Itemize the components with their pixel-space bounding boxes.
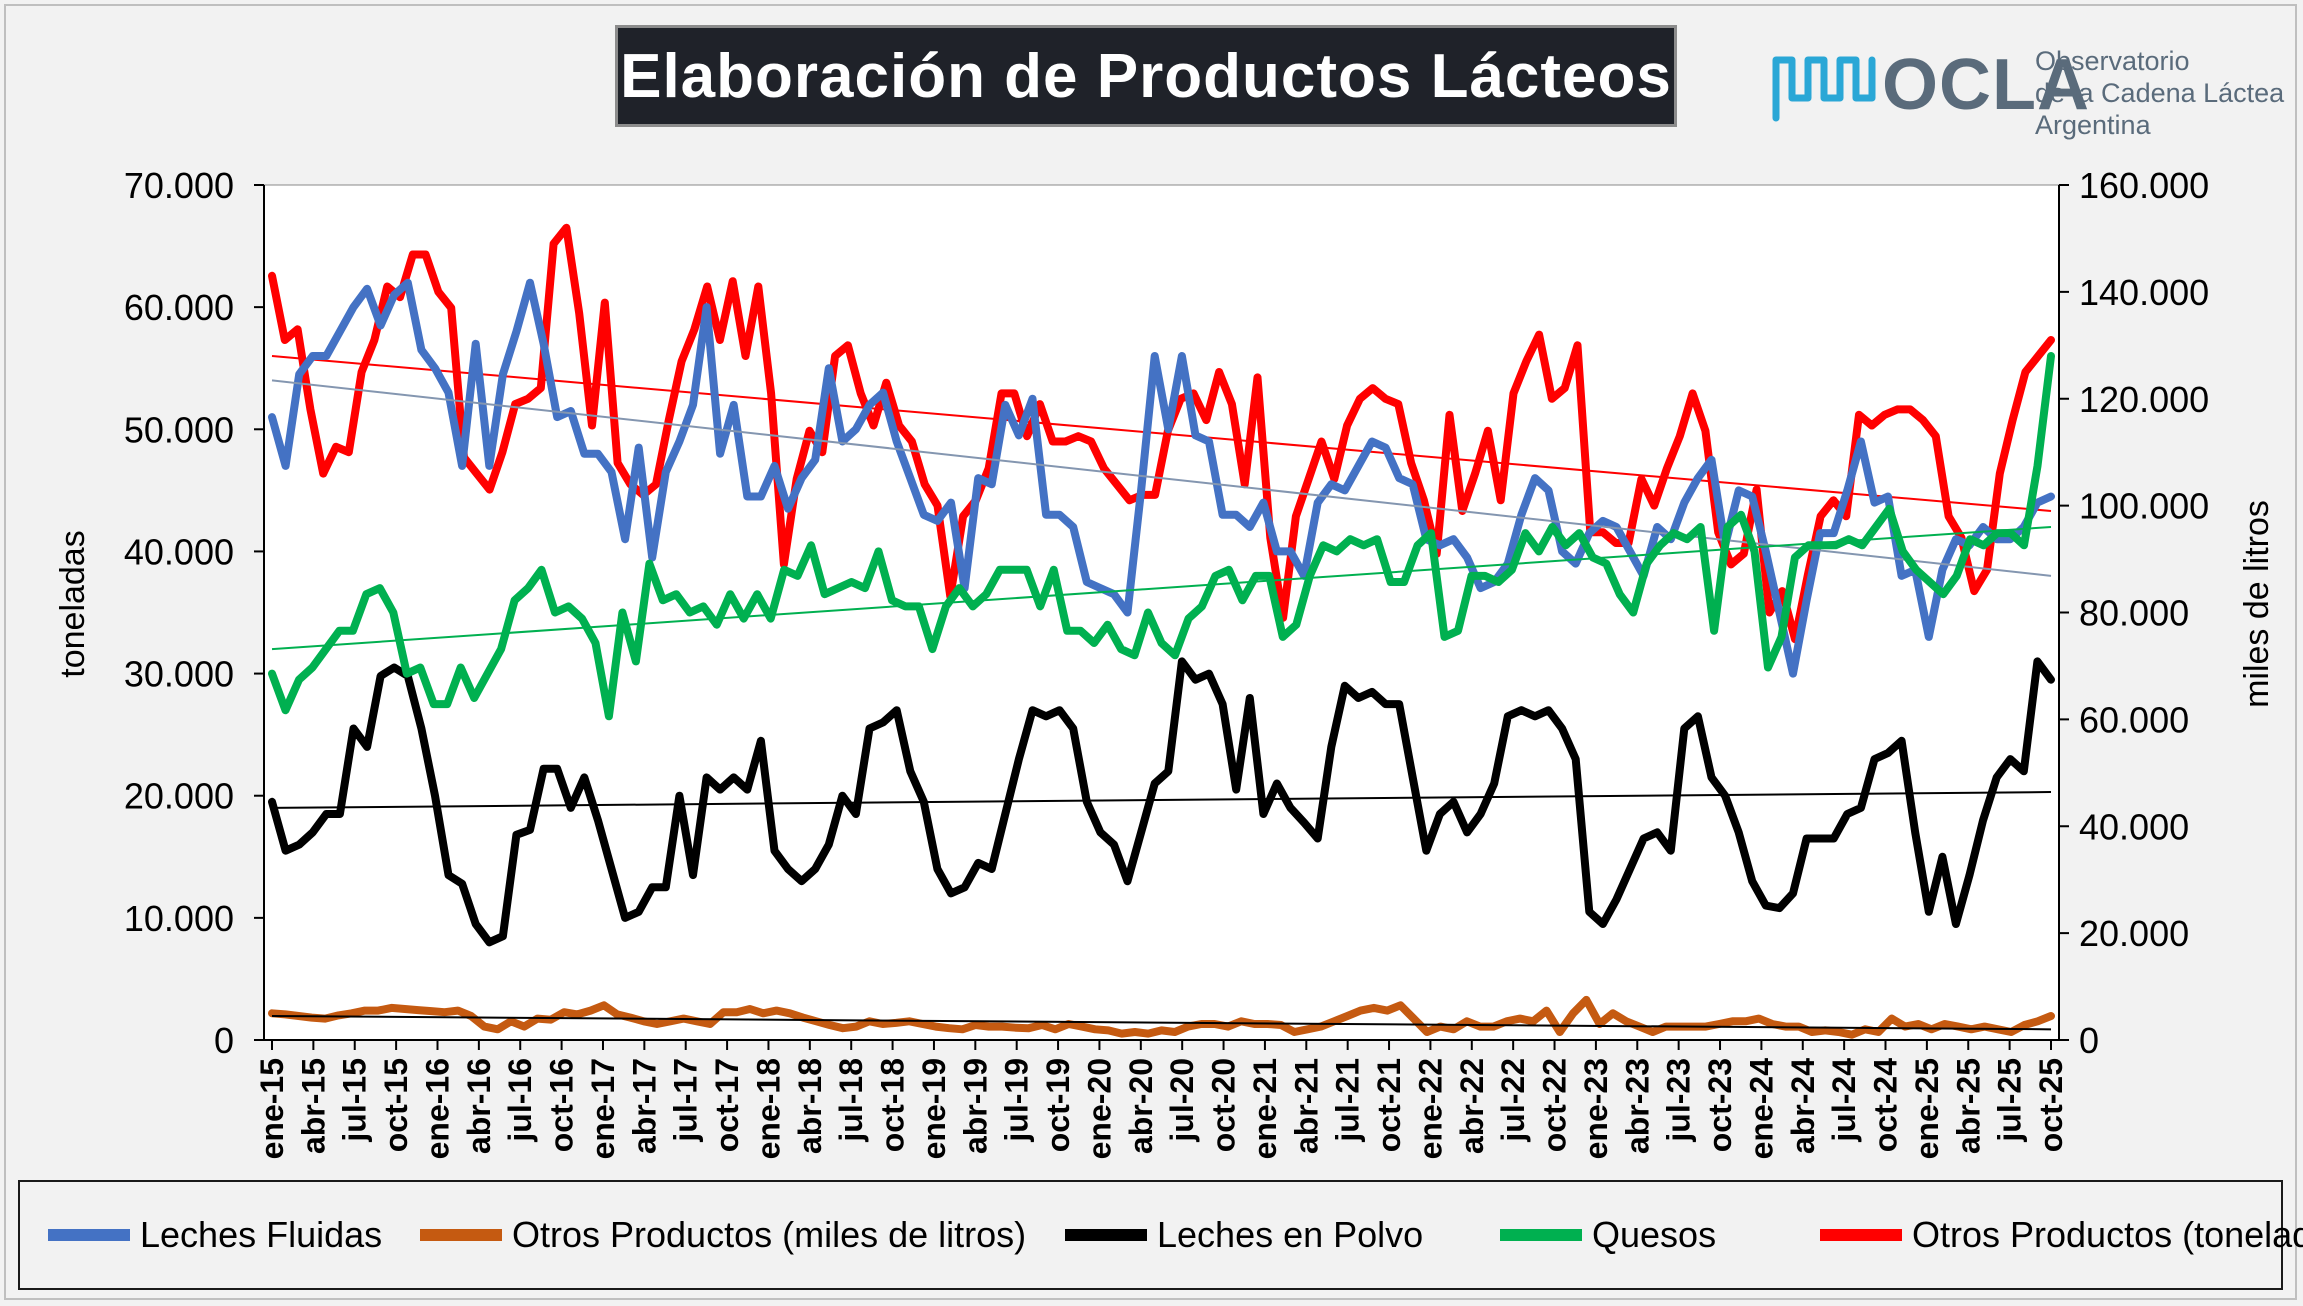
- y-tick-label-right: 160.000: [2079, 165, 2209, 206]
- legend-label: Leches Fluidas: [140, 1214, 383, 1255]
- x-tick-label: ene-20: [1081, 1058, 1117, 1159]
- x-tick-label: abr-20: [1123, 1058, 1159, 1154]
- legend-label: Quesos: [1592, 1214, 1717, 1255]
- y-tick-label-right: 100.000: [2079, 486, 2209, 527]
- legend-swatch: [420, 1229, 502, 1241]
- logo-line-3: Argentina: [2035, 110, 2151, 140]
- trendline-otros-productos-miles-de-litros: [271, 1014, 2052, 1031]
- x-tick-label: ene-17: [585, 1058, 621, 1159]
- x-tick-label: jul-21: [1330, 1058, 1366, 1143]
- x-tick-label: ene-23: [1578, 1058, 1614, 1159]
- legend-swatch: [48, 1229, 130, 1241]
- trendline-otros-productos-toneladas: [271, 355, 2052, 512]
- x-tick-label: ene-16: [419, 1058, 455, 1159]
- x-tick-label: jul-24: [1826, 1058, 1862, 1143]
- y-axis-label: toneladas: [54, 530, 92, 677]
- y-tick-label-right: 0: [2079, 1020, 2099, 1061]
- chart-legend: Leches Fluidas Otros Productos (miles de …: [18, 1180, 2303, 1290]
- y-tick-label-right: 80.000: [2079, 593, 2189, 634]
- y-tick-label-right: 40.000: [2079, 806, 2189, 847]
- x-tick-label: jul-18: [833, 1058, 869, 1143]
- x-tick-label: abr-25: [1950, 1058, 1986, 1154]
- x-tick-label: oct-15: [378, 1058, 414, 1152]
- x-tick-label: ene-25: [1909, 1058, 1945, 1159]
- x-tick-label: jul-20: [1164, 1058, 1200, 1143]
- y-tick-label-left: 60.000: [124, 287, 234, 328]
- legend-item-leches-en-polvo: Leches en Polvo: [1065, 1182, 1423, 1288]
- legend-swatch: [1065, 1229, 1147, 1241]
- x-tick-label: jul-25: [1992, 1058, 2028, 1143]
- x-tick-label: oct-22: [1537, 1058, 1573, 1152]
- x-tick-label: ene-19: [916, 1058, 952, 1159]
- x-tick-label: abr-18: [792, 1058, 828, 1154]
- x-tick-label: abr-19: [957, 1058, 993, 1154]
- y-tick-label-left: 40.000: [124, 531, 234, 572]
- x-tick-label: oct-19: [1040, 1058, 1076, 1152]
- x-tick-label: jul-23: [1661, 1058, 1697, 1143]
- x-tick-label: oct-21: [1371, 1058, 1407, 1152]
- x-tick-label: jul-16: [502, 1058, 538, 1143]
- x-tick-label: oct-17: [709, 1058, 745, 1152]
- x-tick-label: abr-24: [1785, 1058, 1821, 1154]
- y-tick-label-left: 50.000: [124, 409, 234, 450]
- x-tick-label: ene-22: [1412, 1058, 1448, 1159]
- x-tick-label: abr-16: [461, 1058, 497, 1154]
- x-tick-label: abr-21: [1288, 1058, 1324, 1154]
- y-tick-label-left: 20.000: [124, 776, 234, 817]
- legend-swatch: [1820, 1229, 1902, 1241]
- ocla-wave-logo-icon: [1772, 56, 1876, 122]
- x-tick-label: ene-21: [1247, 1058, 1283, 1159]
- y-tick-label-right: 60.000: [2079, 699, 2189, 740]
- series-line-quesos: [268, 352, 2055, 721]
- x-tick-label: jul-22: [1495, 1058, 1531, 1143]
- legend-item-otros-productos-miles-de-litros: Otros Productos (miles de litros): [420, 1182, 1026, 1288]
- y-tick-label-right: 140.000: [2079, 272, 2209, 313]
- legend-label: Otros Productos (toneladas): [1912, 1214, 2303, 1255]
- x-tick-label: oct-23: [1702, 1058, 1738, 1152]
- legend-item-quesos: Quesos: [1500, 1182, 1716, 1288]
- y-tick-label-left: 70.000: [124, 165, 234, 206]
- x-tick-label: jul-17: [668, 1058, 704, 1143]
- legend-label: Leches en Polvo: [1157, 1214, 1424, 1255]
- x-tick-label: ene-15: [254, 1058, 290, 1159]
- y-tick-label-right: 120.000: [2079, 379, 2209, 420]
- x-tick-label: oct-18: [875, 1058, 911, 1152]
- legend-swatch: [1500, 1229, 1582, 1241]
- legend-item-leches-fluidas: Leches Fluidas: [48, 1182, 382, 1288]
- x-tick-label: oct-16: [544, 1058, 580, 1152]
- x-tick-label: oct-25: [2033, 1058, 2069, 1152]
- x-tick-label: oct-20: [1206, 1058, 1242, 1152]
- x-tick-label: oct-24: [1868, 1058, 1904, 1152]
- y-tick-label-left: 0: [214, 1020, 234, 1061]
- x-tick-label: abr-22: [1454, 1058, 1490, 1154]
- x-tick-label: ene-18: [750, 1058, 786, 1159]
- logo-wordmark: OCLA: [1882, 45, 2090, 125]
- x-tick-label: abr-17: [626, 1058, 662, 1154]
- trendline-quesos: [271, 526, 2052, 651]
- x-tick-label: abr-23: [1619, 1058, 1655, 1154]
- x-tick-label: jul-19: [999, 1058, 1035, 1143]
- legend-label: Otros Productos (miles de litros): [512, 1214, 1027, 1255]
- x-tick-label: abr-15: [295, 1058, 331, 1154]
- y-tick-label-left: 10.000: [124, 898, 234, 939]
- logo-line-2: de la Cadena Láctea: [2035, 78, 2285, 108]
- logo-line-1: Observatorio: [2035, 46, 2190, 76]
- y-tick-label-left: 30.000: [124, 654, 234, 695]
- legend-item-otros-productos-toneladas: Otros Productos (toneladas): [1820, 1182, 2303, 1288]
- y-axis-right-label: miles de litros: [2238, 500, 2276, 708]
- x-tick-label: jul-15: [337, 1058, 373, 1143]
- ocla-logo: OCLA Observatorio de la Cadena Láctea Ar…: [1770, 40, 2290, 140]
- y-tick-label-right: 20.000: [2079, 913, 2189, 954]
- series-line-leches-en-polvo: [268, 657, 2055, 947]
- x-tick-label: ene-24: [1743, 1058, 1779, 1160]
- chart-title: Elaboración de Productos Lácteos: [615, 25, 1677, 127]
- series-line-otros-productos-miles-de-litros: [268, 995, 2055, 1039]
- trendline-leches-en-polvo: [271, 791, 2052, 809]
